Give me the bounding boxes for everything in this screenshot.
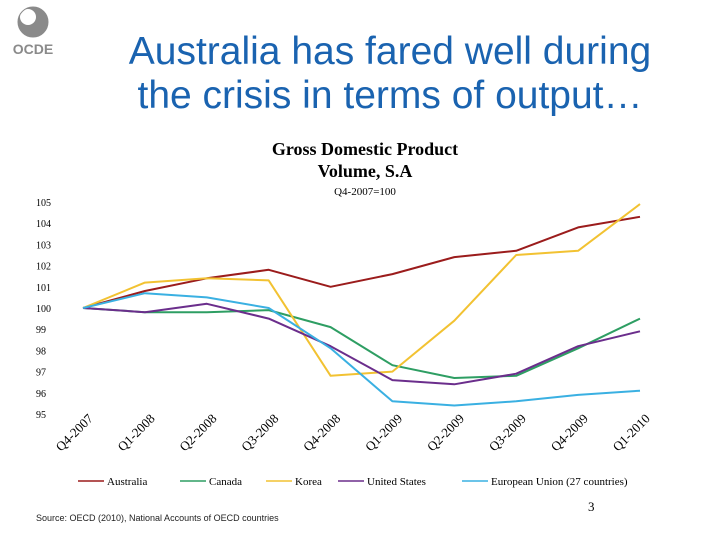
legend-label-australia: Australia — [107, 476, 147, 488]
x-tick-label: Q4-2009 — [548, 411, 591, 454]
logo-text: OCDE — [13, 41, 53, 57]
oecd-logo: OCDE — [6, 4, 60, 60]
x-tick-label: Q4-2008 — [300, 411, 343, 454]
legend-label-canada: Canada — [209, 476, 242, 488]
y-tick-label: 99 — [36, 325, 46, 336]
x-tick-label: Q4-2007 — [53, 410, 97, 454]
page-number: 3 — [588, 499, 595, 514]
series-line-australia — [82, 215, 641, 309]
series-line-united-states — [82, 302, 641, 386]
oecd-globe-logo-icon: OCDE — [13, 6, 53, 57]
chart-title-line-2: Volume, S.A — [317, 161, 413, 181]
legend-label-european-union-27-countries: European Union (27 countries) — [491, 476, 628, 488]
y-tick-label: 104 — [36, 219, 51, 230]
x-tick-label: Q1-2009 — [362, 411, 405, 454]
chart-subtitle: Q4-2007=100 — [334, 186, 396, 198]
y-tick-label: 98 — [36, 346, 46, 357]
chart-title: Gross Domestic Product Volume, S.A — [200, 138, 530, 182]
x-tick-label: Q1-2008 — [114, 411, 157, 454]
x-tick-label: Q2-2009 — [424, 411, 467, 454]
x-tick-label: Q3-2009 — [486, 411, 529, 454]
y-tick-label: 96 — [36, 389, 46, 400]
series-line-korea — [82, 203, 641, 377]
y-tick-label: 101 — [36, 283, 51, 294]
slide-title: Australia has fared well during the cris… — [70, 30, 710, 118]
slide-title-line-1: Australia has fared well during — [128, 30, 652, 73]
legend-label-korea: Korea — [295, 476, 322, 488]
y-tick-label: 102 — [36, 262, 51, 273]
y-tick-label: 103 — [36, 240, 51, 251]
series-lines — [82, 203, 641, 407]
x-tick-label: Q1-2010 — [610, 411, 653, 454]
y-tick-label: 95 — [36, 410, 46, 421]
slide-title-line-2: the crisis in terms of output… — [137, 74, 643, 117]
x-tick-label: Q2-2008 — [176, 411, 219, 454]
y-tick-label: 105 — [36, 198, 51, 209]
y-tick-label: 97 — [36, 368, 46, 379]
series-line-canada — [82, 307, 641, 379]
y-tick-label: 100 — [36, 304, 51, 315]
legend-label-united-states: United States — [367, 476, 426, 488]
series-line-european-union-27-countries — [82, 292, 641, 407]
source-note: Source: OECD (2010), National Accounts o… — [36, 513, 279, 523]
y-axis: 95 96 97 98 99 100 101 102 103 104 105 — [36, 198, 51, 421]
chart-legend: Australia Canada Korea United States Europea… — [78, 476, 628, 488]
chart-title-line-1: Gross Domestic Product — [271, 139, 459, 159]
x-tick-label: Q3-2008 — [238, 411, 281, 454]
x-axis: Q4-2007 Q1-2008 Q2-2008 Q3-2008 Q4-2008 Q1-20… — [53, 410, 653, 454]
